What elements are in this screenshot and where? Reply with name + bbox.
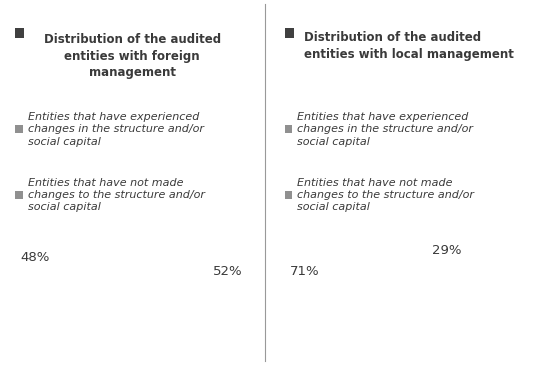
Text: Entities that have not made
changes to the structure and/or
social capital: Entities that have not made changes to t… xyxy=(297,177,474,212)
Text: 71%: 71% xyxy=(290,265,320,278)
Bar xyxy=(15,125,22,133)
Bar xyxy=(285,191,292,199)
Text: 52%: 52% xyxy=(214,265,243,278)
Text: Distribution of the audited
entities with local management: Distribution of the audited entities wit… xyxy=(304,31,514,61)
Text: Entities that have experienced
changes in the structure and/or
social capital: Entities that have experienced changes i… xyxy=(28,112,203,147)
Bar xyxy=(15,28,25,38)
Bar xyxy=(285,28,294,38)
Bar xyxy=(15,191,22,199)
Text: 29%: 29% xyxy=(433,243,462,257)
Bar xyxy=(285,125,292,133)
Text: Entities that have experienced
changes in the structure and/or
social capital: Entities that have experienced changes i… xyxy=(297,112,473,147)
Text: Distribution of the audited
entities with foreign
management: Distribution of the audited entities wit… xyxy=(44,33,221,79)
Text: Entities that have not made
changes to the structure and/or
social capital: Entities that have not made changes to t… xyxy=(28,177,205,212)
Text: 48%: 48% xyxy=(20,251,50,264)
